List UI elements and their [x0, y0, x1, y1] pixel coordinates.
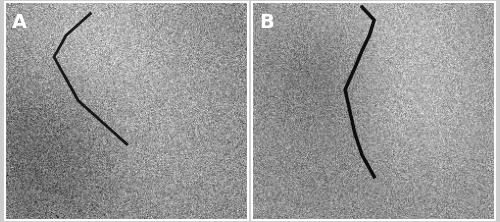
- Text: B: B: [260, 13, 274, 32]
- Text: A: A: [12, 13, 28, 32]
